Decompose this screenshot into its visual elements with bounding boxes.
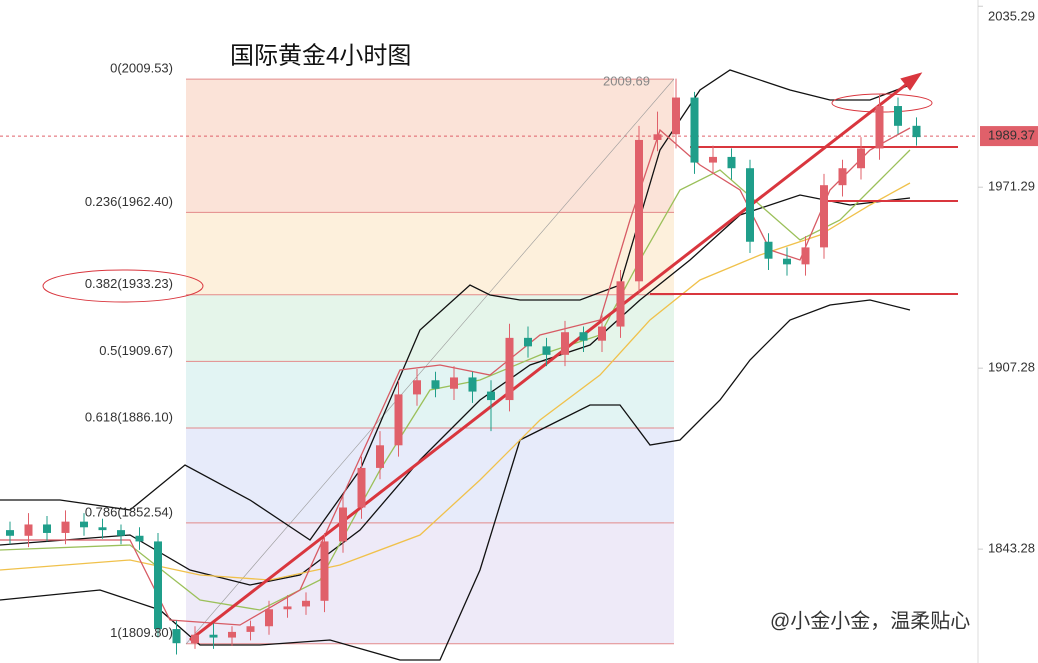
candle-body bbox=[24, 524, 33, 536]
bollinger-middle bbox=[0, 194, 911, 586]
candle-body bbox=[320, 541, 329, 601]
fib-label: 0.618(1886.10) bbox=[85, 409, 173, 424]
fib-label: 0.382(1933.23) bbox=[85, 276, 173, 291]
candle-body bbox=[912, 125, 921, 138]
candle-body bbox=[154, 541, 162, 630]
candle-body bbox=[339, 507, 347, 542]
candle-body bbox=[857, 148, 865, 169]
current-price-box bbox=[980, 126, 1038, 147]
candle-body bbox=[135, 535, 144, 542]
candle-body bbox=[598, 326, 606, 341]
candle-body bbox=[635, 139, 643, 282]
fib-band bbox=[186, 79, 674, 213]
candle-body bbox=[894, 106, 902, 126]
candle-body bbox=[801, 247, 810, 265]
candle-body bbox=[431, 380, 440, 389]
fib-label: 0.5(1909.67) bbox=[99, 343, 173, 358]
candle-body bbox=[172, 629, 181, 644]
y-tick-label: 2035.29 bbox=[988, 8, 1035, 23]
y-tick-label: 1971.29 bbox=[988, 179, 1035, 194]
candle-body bbox=[98, 527, 107, 531]
fib-band bbox=[186, 428, 674, 523]
ma-red bbox=[0, 127, 911, 626]
candle-body bbox=[690, 97, 699, 163]
current-price-label: 1989.37 bbox=[988, 128, 1035, 143]
candle-body bbox=[265, 609, 273, 627]
chart-title: 国际黄金4小时图 bbox=[230, 42, 411, 69]
candle-body bbox=[413, 380, 421, 395]
y-tick-label: 1843.28 bbox=[988, 541, 1035, 556]
drawn-lines bbox=[189, 72, 958, 642]
candle-body bbox=[746, 168, 754, 242]
candle-body bbox=[6, 530, 14, 536]
candle-body bbox=[191, 634, 199, 644]
candle-body bbox=[542, 346, 551, 355]
ma-yellow bbox=[0, 182, 911, 581]
candle-body bbox=[727, 156, 736, 169]
candle-body bbox=[283, 606, 292, 610]
candle-body bbox=[672, 97, 680, 135]
fib-band bbox=[186, 361, 674, 429]
bollinger-upper bbox=[0, 69, 911, 541]
candle-body bbox=[302, 600, 310, 607]
candle-body bbox=[783, 258, 791, 265]
candle-body bbox=[524, 337, 532, 347]
watermark: @小金小金，温柔贴心 bbox=[770, 609, 970, 632]
candle-body bbox=[653, 134, 662, 140]
candle-body bbox=[838, 168, 847, 186]
candle-body bbox=[61, 521, 70, 533]
candle-body bbox=[43, 524, 51, 533]
candle-body bbox=[376, 445, 384, 468]
fib-label: 0.236(1962.40) bbox=[85, 194, 173, 209]
candle-body bbox=[80, 521, 88, 528]
candle-body bbox=[117, 530, 125, 536]
trendline bbox=[189, 78, 913, 642]
candle-body bbox=[561, 332, 569, 355]
candle-body bbox=[468, 377, 477, 392]
candle-body bbox=[209, 634, 218, 638]
candle-body bbox=[357, 467, 366, 508]
candle-body bbox=[228, 631, 236, 638]
candle-body bbox=[875, 106, 884, 149]
highlight-ellipse bbox=[42, 269, 204, 303]
candle-body bbox=[505, 337, 514, 401]
candle-body bbox=[450, 377, 458, 389]
fib-band bbox=[186, 212, 674, 295]
candle-body bbox=[394, 394, 403, 446]
annotation: 2009.69 bbox=[603, 73, 650, 88]
candle-body bbox=[579, 332, 588, 341]
fib-label: 0.786(1852.54) bbox=[85, 504, 173, 519]
bollinger-lower bbox=[0, 299, 911, 661]
candle-body bbox=[487, 391, 495, 401]
fib-diagonal bbox=[185, 78, 675, 645]
y-tick-label: 1907.28 bbox=[988, 360, 1035, 375]
arrow-head bbox=[900, 72, 923, 91]
candle-body bbox=[246, 626, 255, 632]
fib-label: 1(1809.80) bbox=[110, 625, 173, 640]
candle-body bbox=[820, 185, 828, 248]
candle-body bbox=[764, 241, 773, 259]
fib-label: 0(2009.53) bbox=[110, 61, 173, 76]
candle-body bbox=[616, 281, 625, 327]
candle-body bbox=[709, 156, 717, 163]
